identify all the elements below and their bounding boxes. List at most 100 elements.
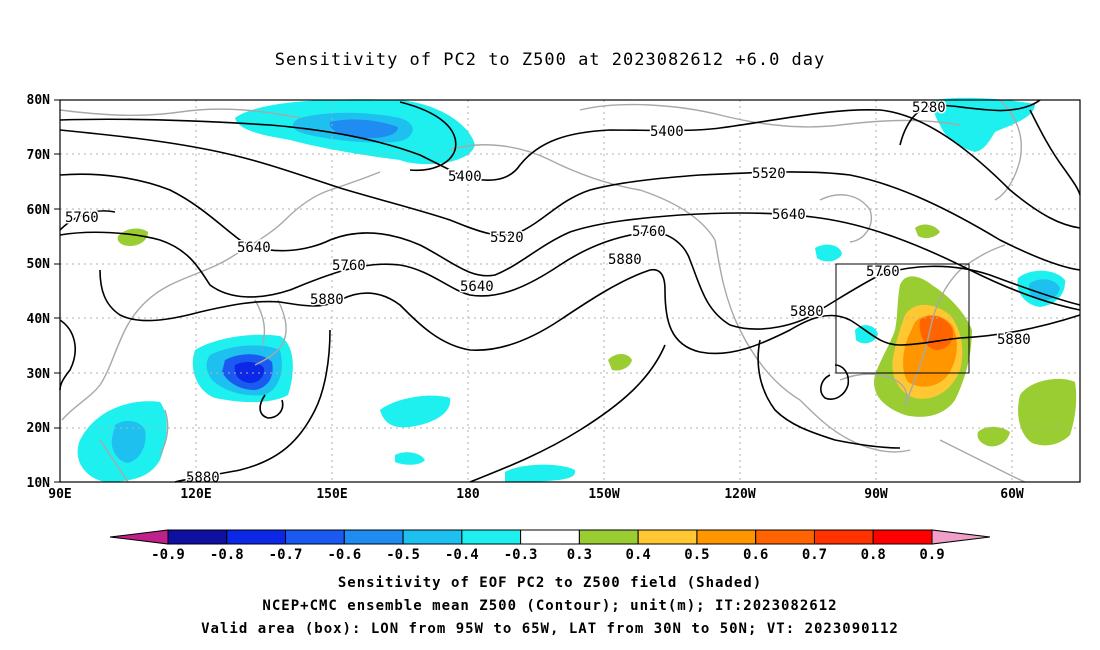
lon-label: 150E (316, 487, 347, 502)
coast-asia (61, 171, 381, 421)
lat-label: 40N (27, 312, 51, 327)
colorbar-tick-label: 0.3 (567, 547, 592, 563)
lat-label: 70N (27, 148, 51, 163)
colorbar-swatch (402, 529, 463, 545)
lon-label: 90E (48, 487, 71, 502)
shade-atl-south-pos (1018, 378, 1077, 446)
coast-greenland (994, 99, 1022, 201)
colorbar-swatch (343, 529, 404, 545)
shade-gulf-neg (855, 325, 878, 344)
colorbar-swatch (578, 529, 639, 545)
colorbar-tick-label: 0.9 (919, 547, 944, 563)
coast-gulf (839, 373, 908, 406)
colorbar-swatch (167, 529, 228, 545)
colorbar: -0.9 -0.8 -0.7 -0.6 -0.5 -0.4 -0.3 0.3 0.4 0.5 0.6… (109, 529, 991, 563)
lat-label: 30N (27, 367, 51, 382)
shade-japan-inner (234, 361, 265, 383)
map-frame (59, 99, 1081, 483)
lon-label: 90W (864, 487, 888, 502)
coast-canada-arctic (579, 103, 961, 128)
coastlines (59, 99, 1026, 483)
colorbar-tick-label: -0.7 (269, 547, 303, 563)
caption-shading: Sensitivity of EOF PC2 to Z500 field (Sh… (337, 575, 763, 591)
shade-cpac-blob (380, 395, 451, 428)
colorbar-swatch (755, 529, 815, 545)
map-title: Sensitivity of PC2 to Z500 at 2023082612… (274, 50, 826, 70)
latitude-axis: 80N 70N 60N 50N 40N 30N 20N 10N (27, 93, 51, 491)
lon-label: 60W (1000, 487, 1024, 502)
shade-arctic-inner (329, 119, 398, 139)
coast-korea (254, 299, 266, 346)
coast-alaska (449, 144, 716, 241)
colorbar-arrow-left (109, 529, 169, 545)
contour-5760 (59, 231, 1081, 330)
caption-valid-area: Valid area (box): LON from 95W to 65W, L… (201, 621, 899, 637)
contour-5520 (59, 129, 1081, 271)
coast-arctic-asia (59, 108, 301, 119)
lon-label: 150W (588, 487, 619, 502)
contour-label: 5760 (332, 258, 366, 274)
contour-5280 (899, 99, 1041, 146)
colorbar-tick-label: 0.5 (684, 547, 709, 563)
coast-hudson (819, 194, 872, 243)
contour-5400-north (59, 108, 1081, 229)
contour-5880-west (59, 319, 76, 391)
colorbar-swatch (520, 529, 580, 545)
lon-label: 120W (724, 487, 755, 502)
contour-label: 5880 (790, 304, 824, 320)
contour-label: 5760 (866, 264, 900, 280)
valid-area-box (835, 263, 970, 374)
colorbar-swatch (813, 529, 874, 545)
lat-ticks (54, 99, 60, 483)
colorbar-tick-label: -0.8 (210, 547, 244, 563)
shading-layer (77, 97, 1077, 482)
contour-labels: 5280 5400 5400 5520 5520 5640 5640 5640 … (64, 99, 1033, 488)
contour-label: 5400 (448, 169, 482, 185)
contour-label: 5880 (608, 252, 642, 268)
coast-japan (254, 299, 287, 366)
colorbar-swatch (637, 529, 698, 545)
colorbar-tick-label: 0.6 (743, 547, 768, 563)
lat-label: 20N (27, 421, 51, 436)
colorbar-swatch (285, 529, 345, 545)
contour-5880-east (469, 344, 666, 483)
coast-central-am (799, 399, 911, 453)
lat-label: 80N (27, 93, 51, 108)
colorbar-tick-label: 0.8 (861, 547, 886, 563)
contour-label: 5760 (632, 224, 666, 240)
lat-label: 50N (27, 257, 51, 272)
caption-contour: NCEP+CMC ensemble mean Z500 (Contour); u… (262, 598, 838, 614)
longitude-axis: 90E 120E 150E 180 150W 120W 90W 60W (48, 487, 1024, 502)
contour-label: 5880 (997, 332, 1031, 348)
colorbar-swatch (461, 529, 522, 545)
colorbar-arrow-right (931, 529, 991, 545)
shade-newfoundland-pos (915, 224, 940, 239)
shade-atlantic-neg-core (1028, 279, 1060, 301)
colorbar-swatch (226, 529, 287, 545)
contour-label: 5640 (460, 279, 494, 295)
colorbar-tick-label: -0.3 (504, 547, 538, 563)
coast-south-am (939, 439, 1026, 483)
contour-label: 5760 (65, 210, 99, 226)
colorbar-tick-label: -0.9 (151, 547, 185, 563)
coast-seasia (99, 439, 129, 483)
lat-label: 60N (27, 203, 51, 218)
contour-label: 5640 (772, 207, 806, 223)
z500-contours (59, 99, 1081, 483)
lat-label: 10N (27, 476, 51, 491)
colorbar-swatch (872, 529, 933, 545)
shade-scs-mid (111, 420, 146, 463)
contour-5640 (59, 173, 1081, 311)
lon-label: 120E (180, 487, 211, 502)
colorbar-tick-label: 0.7 (802, 547, 827, 563)
contour-label: 5400 (650, 124, 684, 140)
shade-asia-pos (117, 228, 148, 246)
contour-5880 (99, 268, 1081, 355)
lon-label: 180 (456, 487, 480, 502)
colorbar-tick-label: -0.5 (386, 547, 420, 563)
coast-philippines (159, 409, 169, 456)
colorbar-tick-label: 0.4 (626, 547, 651, 563)
colorbar-swatch (696, 529, 757, 545)
contour-5880-japan (259, 394, 284, 419)
